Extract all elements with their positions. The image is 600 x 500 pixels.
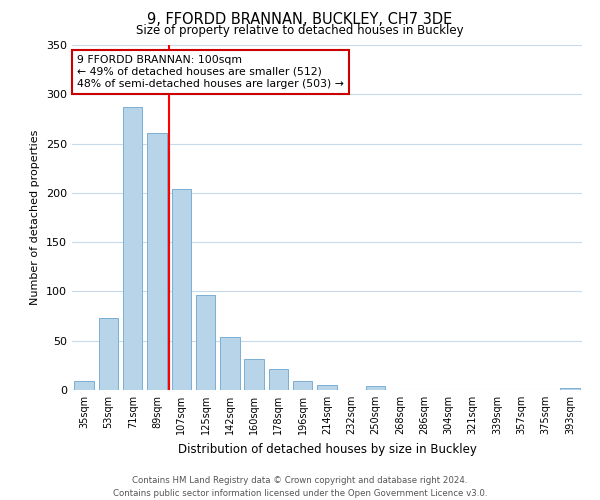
Y-axis label: Number of detached properties: Number of detached properties [31, 130, 40, 305]
Bar [293, 381, 313, 390]
Bar [74, 381, 94, 390]
Bar [269, 370, 288, 390]
Bar [147, 132, 167, 390]
Bar [560, 388, 580, 390]
Bar [172, 189, 191, 390]
X-axis label: Distribution of detached houses by size in Buckley: Distribution of detached houses by size … [178, 442, 476, 456]
Bar [123, 107, 142, 390]
Text: 9, FFORDD BRANNAN, BUCKLEY, CH7 3DE: 9, FFORDD BRANNAN, BUCKLEY, CH7 3DE [148, 12, 452, 28]
Text: Contains HM Land Registry data © Crown copyright and database right 2024.
Contai: Contains HM Land Registry data © Crown c… [113, 476, 487, 498]
Text: 9 FFORDD BRANNAN: 100sqm
← 49% of detached houses are smaller (512)
48% of semi-: 9 FFORDD BRANNAN: 100sqm ← 49% of detach… [77, 56, 344, 88]
Bar [366, 386, 385, 390]
Bar [196, 296, 215, 390]
Bar [317, 385, 337, 390]
Text: Size of property relative to detached houses in Buckley: Size of property relative to detached ho… [136, 24, 464, 37]
Bar [244, 360, 264, 390]
Bar [99, 318, 118, 390]
Bar [220, 337, 239, 390]
